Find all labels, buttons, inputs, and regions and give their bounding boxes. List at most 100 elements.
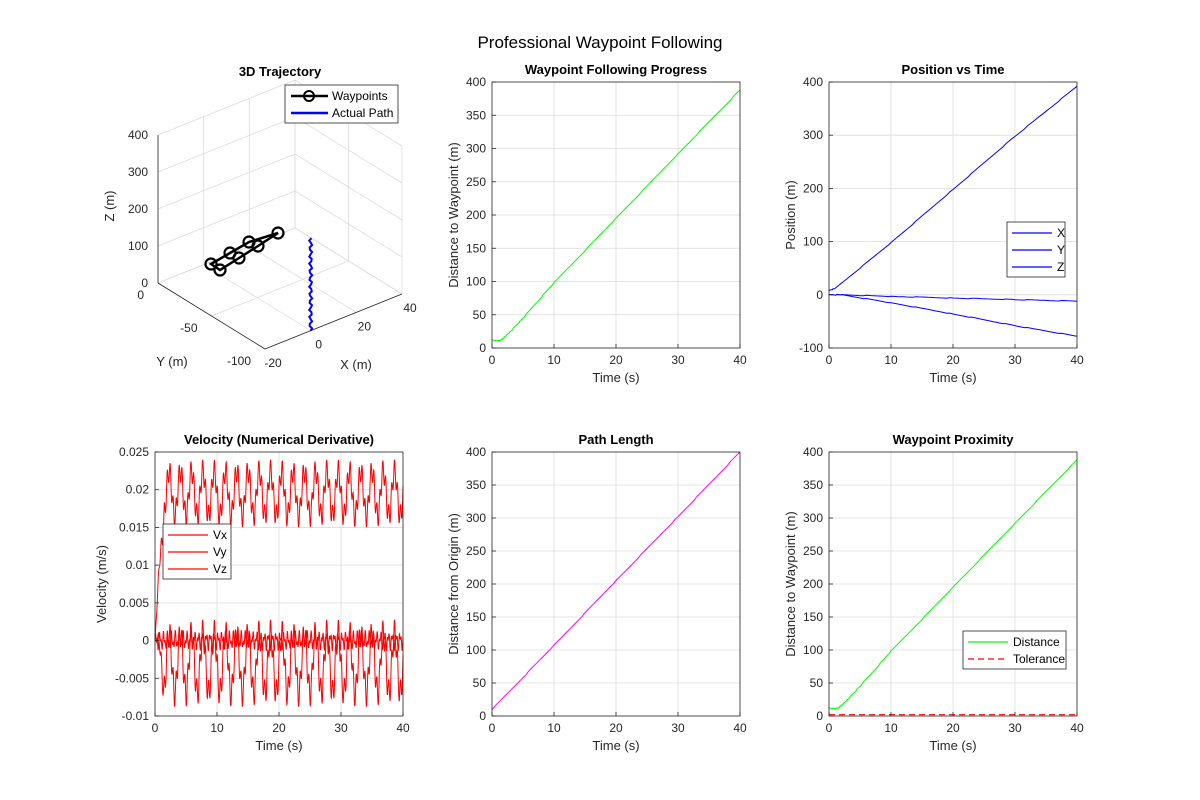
tick-label-y: 150 — [466, 610, 486, 624]
tick-label-y: 0 — [142, 634, 149, 648]
tick-label-x: 30 — [334, 721, 348, 735]
grid-line-z — [157, 79, 296, 136]
grid-line-y — [211, 260, 349, 317]
legend-label: Tolerance — [1013, 652, 1065, 666]
tick-label-x: 30 — [1008, 353, 1022, 367]
tick-label-x: 10 — [547, 721, 561, 735]
tick-label-y: -100 — [227, 354, 251, 368]
x-axis-label: Time (s) — [255, 738, 302, 753]
legend-label: Distance — [1013, 635, 1060, 649]
series-line-Vz — [154, 619, 404, 707]
tick-label-y: 250 — [466, 544, 486, 558]
legend: Vx Vy Vz — [162, 523, 232, 580]
tick-label-y: 100 — [803, 643, 823, 657]
tick-label-y: 300 — [803, 511, 823, 525]
waypoint-marker — [251, 239, 265, 253]
tick-label-x: 10 — [547, 353, 561, 367]
tick-label-y: 0 — [479, 709, 486, 723]
chart-proximity: 0 10 20 30 40050100150200250300350400Waypoin… — [783, 432, 1084, 753]
tick-label-y: -100 — [799, 341, 823, 355]
tick-label-y: 200 — [803, 181, 823, 195]
tick-label-y: 150 — [803, 610, 823, 624]
chart-title: Waypoint Following Progress — [525, 62, 707, 77]
series-line-Z — [828, 293, 1078, 337]
legend-label: Waypoints — [332, 89, 388, 103]
legend-marker — [303, 90, 315, 102]
y-axis-label: Position (m) — [783, 180, 798, 249]
tick-label-x: 20 — [946, 353, 960, 367]
legend-label: Vx — [213, 528, 227, 542]
tick-label-x: 40 — [733, 353, 747, 367]
tick-label-y: 0 — [479, 341, 486, 355]
tick-label-z: 300 — [128, 165, 148, 179]
x-axis-label: Time (s) — [929, 738, 976, 753]
tick-label-y: 300 — [803, 128, 823, 142]
tick-label-y: 50 — [810, 676, 824, 690]
tick-label-x: 40 — [403, 301, 417, 315]
tick-label-y: 50 — [473, 308, 487, 322]
y-axis-label: Velocity (m/s) — [94, 545, 109, 623]
x-axis-label: X (m) — [340, 357, 372, 372]
tick-label-x: 30 — [671, 721, 685, 735]
waypoint-marker — [232, 251, 246, 265]
tick-label-x: 10 — [210, 721, 224, 735]
tick-label-x: 20 — [358, 319, 372, 333]
y-axis-label: Distance to Waypoint (m) — [446, 142, 461, 287]
tick-label-x: 10 — [884, 353, 898, 367]
tick-label-y: 200 — [466, 577, 486, 591]
tick-label-y: 400 — [466, 75, 486, 89]
tick-label-y: 0 — [816, 288, 823, 302]
tick-label-y: 400 — [803, 445, 823, 459]
chart-velocity: 0 10 20 30 40 -0.01 -0.005 0 0.005 0.01 0.015 0.02 0… — [94, 432, 410, 753]
legend-label: Vz — [213, 562, 227, 576]
tick-label-z: 200 — [128, 202, 148, 216]
chart-title: 3D Trajectory — [239, 64, 322, 79]
tick-label-y: 300 — [466, 142, 486, 156]
series-line-0 — [491, 451, 741, 711]
tick-label-y: 250 — [803, 544, 823, 558]
y-axis-label: Distance from Origin (m) — [446, 513, 461, 655]
tick-label-x: 30 — [1008, 721, 1022, 735]
tick-label-y: 0.01 — [126, 558, 150, 572]
tick-label-y: -0.005 — [115, 671, 149, 685]
tick-label-y: 0.005 — [119, 596, 149, 610]
tick-label-y: 50 — [473, 676, 487, 690]
legend-label: Vy — [213, 545, 227, 559]
tick-label-x: -20 — [264, 356, 282, 370]
tick-label-x: 10 — [884, 721, 898, 735]
legend-box — [284, 84, 399, 124]
tick-label-z: 100 — [128, 239, 148, 253]
chart-progress: 0 10 20 30 40050100150200250300350400Waypoin… — [446, 62, 747, 385]
tick-label-x: 20 — [272, 721, 286, 735]
tick-label-x: 20 — [609, 721, 623, 735]
tick-label-y: 100 — [466, 275, 486, 289]
legend: Waypoints Actual Path — [284, 84, 399, 124]
axis-y — [157, 282, 266, 350]
tick-label-x: 40 — [396, 721, 410, 735]
tick-label-x: 40 — [1070, 353, 1084, 367]
z-axis-label: Z (m) — [102, 190, 117, 221]
axis-x — [264, 293, 403, 350]
x-axis-label: Time (s) — [592, 370, 639, 385]
tick-label-y: 250 — [466, 175, 486, 189]
tick-label-y: 400 — [466, 445, 486, 459]
tick-label-y: 0 — [816, 709, 823, 723]
series-line-Distance — [828, 459, 1078, 710]
x-axis-label: Time (s) — [929, 370, 976, 385]
tick-label-y: 350 — [466, 478, 486, 492]
series-line-X — [828, 85, 1078, 292]
tick-label-x: 40 — [733, 721, 747, 735]
legend-label: Y — [1057, 243, 1065, 257]
y-axis-label: Y (m) — [156, 354, 188, 369]
series-line-Vx — [154, 459, 404, 641]
tick-label-x: 0 — [152, 721, 159, 735]
tick-label-z: 0 — [141, 276, 148, 290]
tick-label-x: 20 — [609, 353, 623, 367]
tick-label-y: 350 — [803, 478, 823, 492]
tick-label-z: 400 — [128, 128, 148, 142]
chart-title: Velocity (Numerical Derivative) — [184, 432, 374, 447]
